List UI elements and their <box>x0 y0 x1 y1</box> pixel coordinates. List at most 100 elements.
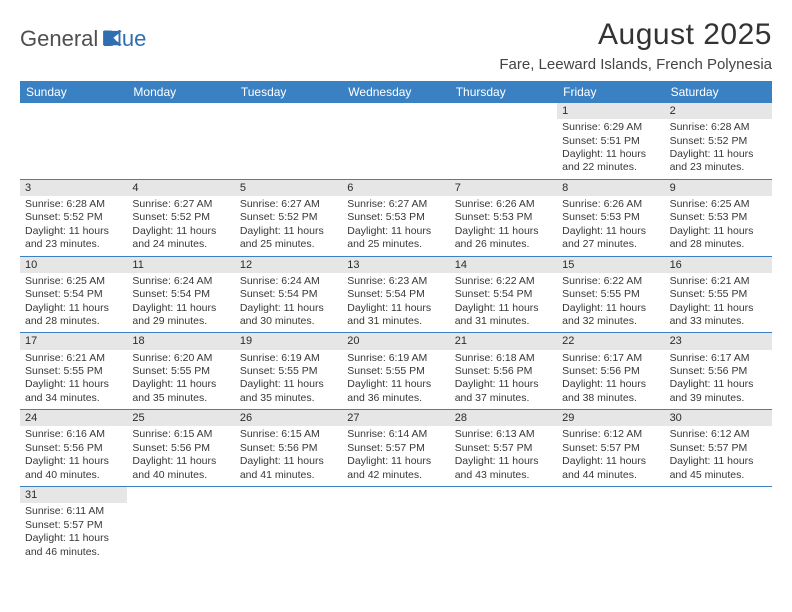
daylight-line: Daylight: 11 hours <box>455 225 552 238</box>
day-cell: 30Sunrise: 6:12 AMSunset: 5:57 PMDayligh… <box>665 410 772 486</box>
daylight-line: Daylight: 11 hours <box>455 378 552 391</box>
day-number: 31 <box>20 487 127 503</box>
days-of-week-row: Sunday Monday Tuesday Wednesday Thursday… <box>20 81 772 103</box>
blank-cell <box>665 487 772 563</box>
sunrise-line: Sunrise: 6:15 AM <box>132 428 229 441</box>
day-cell: 25Sunrise: 6:15 AMSunset: 5:56 PMDayligh… <box>127 410 234 486</box>
blank-cell <box>342 487 449 563</box>
daylight-line: Daylight: 11 hours <box>25 225 122 238</box>
daylight-line: and 39 minutes. <box>670 392 767 405</box>
daylight-line: Daylight: 11 hours <box>670 378 767 391</box>
blank-cell <box>557 487 664 563</box>
blank-cell <box>20 103 127 179</box>
day-cell: 28Sunrise: 6:13 AMSunset: 5:57 PMDayligh… <box>450 410 557 486</box>
blank-cell <box>127 103 234 179</box>
sunset-line: Sunset: 5:56 PM <box>670 365 767 378</box>
day-cell: 29Sunrise: 6:12 AMSunset: 5:57 PMDayligh… <box>557 410 664 486</box>
week-row: 17Sunrise: 6:21 AMSunset: 5:55 PMDayligh… <box>20 333 772 410</box>
daylight-line: Daylight: 11 hours <box>670 455 767 468</box>
sunrise-line: Sunrise: 6:24 AM <box>240 275 337 288</box>
month-title: August 2025 <box>499 18 772 52</box>
week-row: 3Sunrise: 6:28 AMSunset: 5:52 PMDaylight… <box>20 180 772 257</box>
day-cell: 26Sunrise: 6:15 AMSunset: 5:56 PMDayligh… <box>235 410 342 486</box>
daylight-line: and 35 minutes. <box>240 392 337 405</box>
day-number: 14 <box>450 257 557 273</box>
sunrise-line: Sunrise: 6:28 AM <box>670 121 767 134</box>
day-cell: 6Sunrise: 6:27 AMSunset: 5:53 PMDaylight… <box>342 180 449 256</box>
daylight-line: and 38 minutes. <box>562 392 659 405</box>
sunset-line: Sunset: 5:54 PM <box>25 288 122 301</box>
sunrise-line: Sunrise: 6:27 AM <box>132 198 229 211</box>
daylight-line: Daylight: 11 hours <box>347 378 444 391</box>
day-cell: 13Sunrise: 6:23 AMSunset: 5:54 PMDayligh… <box>342 257 449 333</box>
sunset-line: Sunset: 5:56 PM <box>562 365 659 378</box>
sunset-line: Sunset: 5:53 PM <box>347 211 444 224</box>
blank-cell <box>342 103 449 179</box>
title-block: August 2025 Fare, Leeward Islands, Frenc… <box>499 18 772 73</box>
daylight-line: and 46 minutes. <box>25 546 122 559</box>
sunrise-line: Sunrise: 6:12 AM <box>562 428 659 441</box>
daylight-line: and 28 minutes. <box>25 315 122 328</box>
sunset-line: Sunset: 5:55 PM <box>670 288 767 301</box>
daylight-line: and 22 minutes. <box>562 161 659 174</box>
daylight-line: Daylight: 11 hours <box>455 302 552 315</box>
daylight-line: and 24 minutes. <box>132 238 229 251</box>
daylight-line: Daylight: 11 hours <box>562 302 659 315</box>
blank-cell <box>450 103 557 179</box>
day-cell: 5Sunrise: 6:27 AMSunset: 5:52 PMDaylight… <box>235 180 342 256</box>
daylight-line: and 29 minutes. <box>132 315 229 328</box>
day-number: 30 <box>665 410 772 426</box>
sunset-line: Sunset: 5:54 PM <box>240 288 337 301</box>
sunset-line: Sunset: 5:57 PM <box>25 519 122 532</box>
daylight-line: Daylight: 11 hours <box>347 225 444 238</box>
day-number: 8 <box>557 180 664 196</box>
sunrise-line: Sunrise: 6:17 AM <box>562 352 659 365</box>
daylight-line: and 30 minutes. <box>240 315 337 328</box>
calendar: Sunday Monday Tuesday Wednesday Thursday… <box>20 81 772 563</box>
daylight-line: Daylight: 11 hours <box>562 378 659 391</box>
day-number: 4 <box>127 180 234 196</box>
sunset-line: Sunset: 5:53 PM <box>455 211 552 224</box>
daylight-line: and 27 minutes. <box>562 238 659 251</box>
sunrise-line: Sunrise: 6:14 AM <box>347 428 444 441</box>
day-number: 17 <box>20 333 127 349</box>
day-number: 5 <box>235 180 342 196</box>
daylight-line: Daylight: 11 hours <box>240 225 337 238</box>
daylight-line: and 44 minutes. <box>562 469 659 482</box>
sunrise-line: Sunrise: 6:27 AM <box>240 198 337 211</box>
daylight-line: and 23 minutes. <box>670 161 767 174</box>
daylight-line: and 42 minutes. <box>347 469 444 482</box>
daylight-line: and 33 minutes. <box>670 315 767 328</box>
dow-cell: Wednesday <box>342 81 449 103</box>
day-number: 25 <box>127 410 234 426</box>
sunrise-line: Sunrise: 6:15 AM <box>240 428 337 441</box>
week-row: 1Sunrise: 6:29 AMSunset: 5:51 PMDaylight… <box>20 103 772 180</box>
sunrise-line: Sunrise: 6:21 AM <box>670 275 767 288</box>
day-cell: 19Sunrise: 6:19 AMSunset: 5:55 PMDayligh… <box>235 333 342 409</box>
sunset-line: Sunset: 5:53 PM <box>562 211 659 224</box>
day-number: 2 <box>665 103 772 119</box>
daylight-line: Daylight: 11 hours <box>455 455 552 468</box>
day-cell: 4Sunrise: 6:27 AMSunset: 5:52 PMDaylight… <box>127 180 234 256</box>
sunset-line: Sunset: 5:55 PM <box>240 365 337 378</box>
day-number: 7 <box>450 180 557 196</box>
logo-text-a: General <box>20 26 98 52</box>
daylight-line: Daylight: 11 hours <box>25 302 122 315</box>
daylight-line: Daylight: 11 hours <box>670 225 767 238</box>
day-number: 15 <box>557 257 664 273</box>
day-number: 9 <box>665 180 772 196</box>
day-number: 11 <box>127 257 234 273</box>
day-cell: 2Sunrise: 6:28 AMSunset: 5:52 PMDaylight… <box>665 103 772 179</box>
day-number: 18 <box>127 333 234 349</box>
sunrise-line: Sunrise: 6:25 AM <box>670 198 767 211</box>
sunrise-line: Sunrise: 6:19 AM <box>240 352 337 365</box>
day-cell: 1Sunrise: 6:29 AMSunset: 5:51 PMDaylight… <box>557 103 664 179</box>
day-number: 16 <box>665 257 772 273</box>
day-number: 19 <box>235 333 342 349</box>
daylight-line: and 40 minutes. <box>25 469 122 482</box>
sunrise-line: Sunrise: 6:28 AM <box>25 198 122 211</box>
sunset-line: Sunset: 5:54 PM <box>347 288 444 301</box>
sunset-line: Sunset: 5:51 PM <box>562 135 659 148</box>
daylight-line: Daylight: 11 hours <box>562 148 659 161</box>
daylight-line: Daylight: 11 hours <box>347 455 444 468</box>
